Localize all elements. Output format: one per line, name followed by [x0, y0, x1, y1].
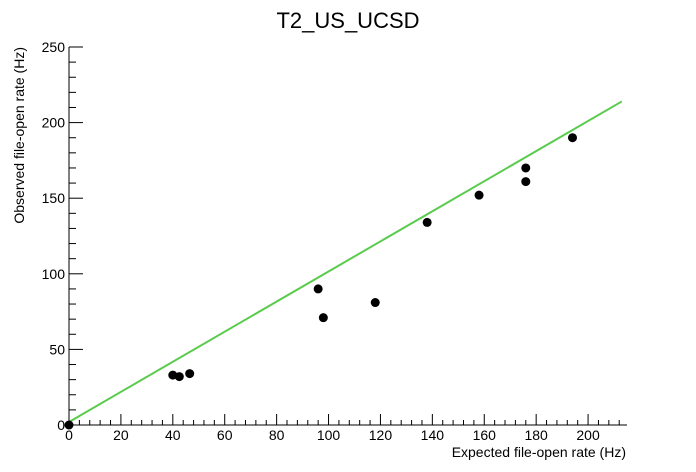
x-tick-label: 120 [369, 427, 393, 443]
x-tick-label: 200 [576, 427, 600, 443]
y-ticks [69, 46, 83, 426]
x-tick-label: 80 [269, 427, 285, 443]
x-tick-label: 100 [317, 427, 341, 443]
x-tick-labels: 0 20 40 60 80 100 120 140 160 180 200 [65, 427, 600, 443]
x-tick-label: 20 [113, 427, 129, 443]
data-points [64, 133, 577, 430]
fit-line [68, 100, 623, 423]
x-tick-label: 180 [524, 427, 548, 443]
y-tick-labels: 0 50 100 150 200 250 [42, 39, 66, 433]
x-tick-label: 140 [421, 427, 445, 443]
y-tick-label: 150 [42, 190, 66, 206]
x-tick-label: 40 [165, 427, 181, 443]
y-axis-label: Observed file-open rate (Hz) [11, 47, 27, 224]
chart-title: T2_US_UCSD [276, 8, 419, 33]
data-point [174, 372, 184, 382]
x-tick-label: 60 [217, 427, 233, 443]
data-point [185, 369, 195, 379]
y-tick-label: 200 [42, 115, 66, 131]
y-tick-label: 0 [57, 417, 65, 433]
data-point [313, 284, 323, 294]
y-tick-label: 100 [42, 266, 66, 282]
data-point [474, 190, 484, 200]
data-point [318, 313, 328, 323]
data-point [370, 298, 380, 308]
data-point [64, 420, 74, 430]
data-point [521, 163, 531, 173]
data-point [422, 217, 432, 227]
y-tick-label: 50 [49, 341, 65, 357]
x-tick-label: 0 [65, 427, 73, 443]
data-point [521, 177, 531, 187]
y-tick-label: 250 [42, 39, 66, 55]
x-axis-label: Expected file-open rate (Hz) [452, 444, 626, 460]
x-tick-label: 160 [473, 427, 497, 443]
data-point [567, 133, 577, 143]
